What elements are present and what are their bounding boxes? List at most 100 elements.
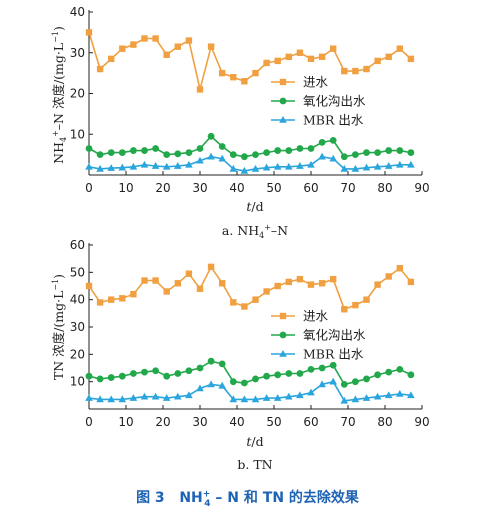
chart-b-inflow-point bbox=[163, 288, 170, 295]
chart-b-oxidation-point bbox=[163, 372, 171, 380]
chart-b-mbr-point bbox=[384, 391, 393, 399]
chart-a-inflow-point bbox=[108, 55, 115, 63]
chart-b-y-tick-label: 40 bbox=[70, 293, 85, 307]
chart-b-y-tick-label: 60 bbox=[70, 238, 85, 252]
caption-label: 图 3 bbox=[136, 490, 165, 506]
chart-b-y-ticks: 10 20 30 40 50 60 bbox=[70, 238, 93, 389]
chart-b-x-tick-label: 0 bbox=[85, 415, 93, 429]
chart-b-mbr-point bbox=[162, 394, 171, 401]
chart-b-oxidation-point bbox=[407, 371, 415, 379]
chart-a-oxidation-point bbox=[152, 145, 160, 152]
chart-b-mbr-point bbox=[407, 391, 415, 399]
chart-b-mbr-point bbox=[118, 395, 127, 403]
chart-a-oxidation-point bbox=[363, 149, 370, 156]
chart-b-subtitle: b. TN bbox=[237, 457, 272, 472]
chart-b-y-tick-label: 20 bbox=[70, 347, 85, 361]
chart-a-mbr-point bbox=[85, 162, 93, 170]
chart-b-x-tick-label: 40 bbox=[229, 415, 244, 429]
chart-b-inflow-point bbox=[241, 303, 248, 310]
chart-b-mbr-point bbox=[262, 394, 271, 401]
chart-b-oxidation-point bbox=[118, 372, 126, 380]
chart-a-y-tick-label: 20 bbox=[70, 87, 85, 101]
chart-b-inflow-point bbox=[219, 280, 226, 287]
chart-b-oxidation-point bbox=[185, 367, 193, 375]
chart-b-x-tick-label: 10 bbox=[118, 415, 133, 429]
chart-a-mbr-point bbox=[384, 162, 393, 169]
chart-b-inflow-point bbox=[108, 296, 115, 303]
chart-b-inflow-point bbox=[407, 278, 415, 286]
chart-a-mbr-point bbox=[151, 162, 160, 169]
chart-a-legend-mbr-marker bbox=[279, 116, 287, 123]
chart-b-mbr-point bbox=[107, 395, 115, 403]
chart-a-oxidation-point bbox=[329, 136, 337, 144]
chart-a-inflow-point bbox=[374, 57, 381, 65]
chart-b-inflow-point bbox=[307, 281, 315, 288]
chart-b-inflow-point bbox=[352, 301, 359, 309]
chart-b-legend-oxidation-marker bbox=[279, 331, 287, 339]
chart-b-inflow-point bbox=[263, 288, 270, 295]
chart-a-mbr-point bbox=[262, 163, 271, 171]
chart-a-mbr-point bbox=[240, 166, 249, 174]
chart-b-oxidation-point bbox=[252, 375, 259, 383]
chart-b-oxidation-point bbox=[174, 370, 182, 377]
chart-b-oxidation-point bbox=[296, 370, 304, 377]
chart-b-y-axis-label: TN 浓度/(mg·L−1) bbox=[51, 274, 66, 380]
chart-a-y-ticks: 10 20 30 40 bbox=[70, 5, 93, 141]
chart-b-oxidation-point bbox=[196, 364, 204, 372]
chart-a-oxidation-point bbox=[340, 153, 348, 161]
chart-a-inflow-point bbox=[407, 55, 415, 63]
caption-rest: – N 和 TN 的去除效果 bbox=[210, 490, 359, 506]
chart-b-mbr-point bbox=[251, 395, 260, 403]
chart-a-x-axis-label: t/d bbox=[246, 199, 263, 214]
chart-a-oxidation-point bbox=[218, 143, 226, 150]
chart-a-oxidation-point bbox=[263, 149, 270, 156]
chart-b-mbr-point bbox=[307, 388, 315, 396]
chart-a-mbr-point bbox=[174, 162, 182, 169]
chart-b-legend-mbr-marker bbox=[279, 350, 287, 357]
chart-a-oxidation-point bbox=[252, 151, 259, 159]
chart-a-mbr-point bbox=[340, 164, 349, 172]
chart-b-oxidation-point bbox=[352, 378, 359, 386]
chart-a-inflow-point bbox=[163, 51, 170, 58]
chart-a-y-tick-label: 10 bbox=[70, 127, 85, 141]
chart-a-x-tick-label: 80 bbox=[377, 181, 392, 195]
chart-a-mbr-point bbox=[218, 154, 226, 162]
chart-b-series-oxidation-line bbox=[88, 360, 412, 386]
chart-a-legend-inflow-label: 进水 bbox=[303, 75, 329, 90]
chart-a-oxidation-point bbox=[374, 149, 381, 156]
chart-b-x-tick-label: 60 bbox=[303, 415, 318, 429]
chart-a-inflow-point bbox=[85, 29, 93, 36]
chart-a-x-tick-label: 90 bbox=[414, 181, 429, 195]
chart-a-oxidation-point bbox=[85, 145, 93, 152]
chart-b-inflow-point bbox=[330, 275, 337, 283]
chart-b-mbr-point bbox=[240, 395, 249, 403]
chart-a-x-tick-label: 70 bbox=[340, 181, 355, 195]
chart-a-mbr-point bbox=[162, 162, 171, 170]
chart-a-oxidation-point bbox=[352, 151, 359, 159]
chart-a-mbr-point bbox=[329, 154, 337, 162]
chart-b-inflow-point bbox=[207, 263, 215, 271]
chart-a-inflow-point bbox=[96, 65, 104, 73]
chart-a-inflow-point bbox=[174, 43, 181, 50]
chart-b-oxidation-point bbox=[329, 361, 337, 369]
chart-b-y-tick-label: 10 bbox=[70, 375, 85, 389]
chart-a-series bbox=[85, 29, 415, 174]
chart-a-oxidation-point bbox=[274, 147, 282, 154]
chart-a-mbr-point bbox=[185, 160, 193, 168]
chart-b-oxidation-point bbox=[340, 381, 348, 388]
chart-a-mbr-point bbox=[207, 152, 215, 160]
chart-b-inflow-point bbox=[274, 282, 281, 290]
chart-b-mbr-point bbox=[151, 392, 160, 400]
chart-b-tn: 10 20 30 40 50 60 0 10 20 30 40 50 60 70 80 90 TN 浓度/(… bbox=[51, 238, 430, 472]
chart-a-oxidation-point bbox=[118, 149, 126, 156]
chart-a-oxidation-point bbox=[107, 149, 115, 156]
chart-b-legend-oxidation-label: 氧化沟出水 bbox=[303, 328, 366, 343]
chart-b-mbr-point bbox=[196, 384, 204, 392]
chart-a-inflow-point bbox=[341, 67, 348, 75]
chart-b-oxidation-point bbox=[207, 357, 215, 365]
chart-a-inflow-point bbox=[207, 43, 215, 50]
chart-b-inflow-point bbox=[396, 265, 403, 272]
chart-b-legend-mbr-label: MBR 出水 bbox=[303, 347, 364, 362]
chart-a-inflow-point bbox=[318, 53, 326, 61]
